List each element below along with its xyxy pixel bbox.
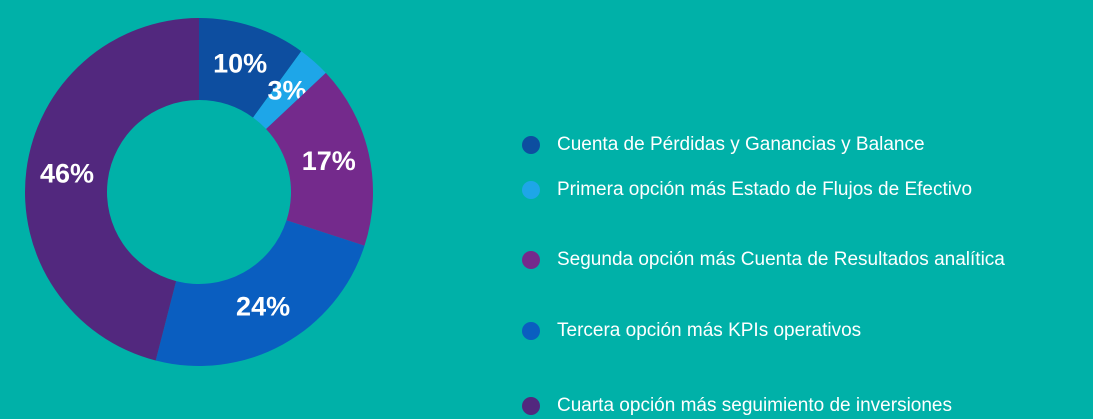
legend-label: Tercera opción más KPIs operativos (557, 320, 861, 341)
legend-label: Segunda opción más Cuenta de Resultados … (557, 249, 1005, 270)
donut-slice (199, 18, 302, 118)
legend-marker (522, 251, 540, 269)
data-label: 10% (213, 49, 267, 79)
data-label: 17% (302, 146, 356, 176)
donut-slice (266, 72, 373, 246)
legend-marker (522, 322, 540, 340)
donut-slice (24, 18, 199, 361)
data-label: 46% (40, 158, 94, 188)
legend-marker (522, 136, 540, 154)
legend-label: Cuarta opción más seguimiento de inversi… (557, 395, 952, 416)
legend-marker (522, 181, 540, 199)
legend-label: Primera opción más Estado de Flujos de E… (557, 179, 972, 200)
legend-label: Cuenta de Pérdidas y Ganancias y Balance (557, 134, 925, 155)
donut-slice (155, 220, 365, 366)
data-label: 24% (236, 292, 290, 322)
donut-slice (253, 51, 326, 130)
legend-marker (522, 397, 540, 415)
